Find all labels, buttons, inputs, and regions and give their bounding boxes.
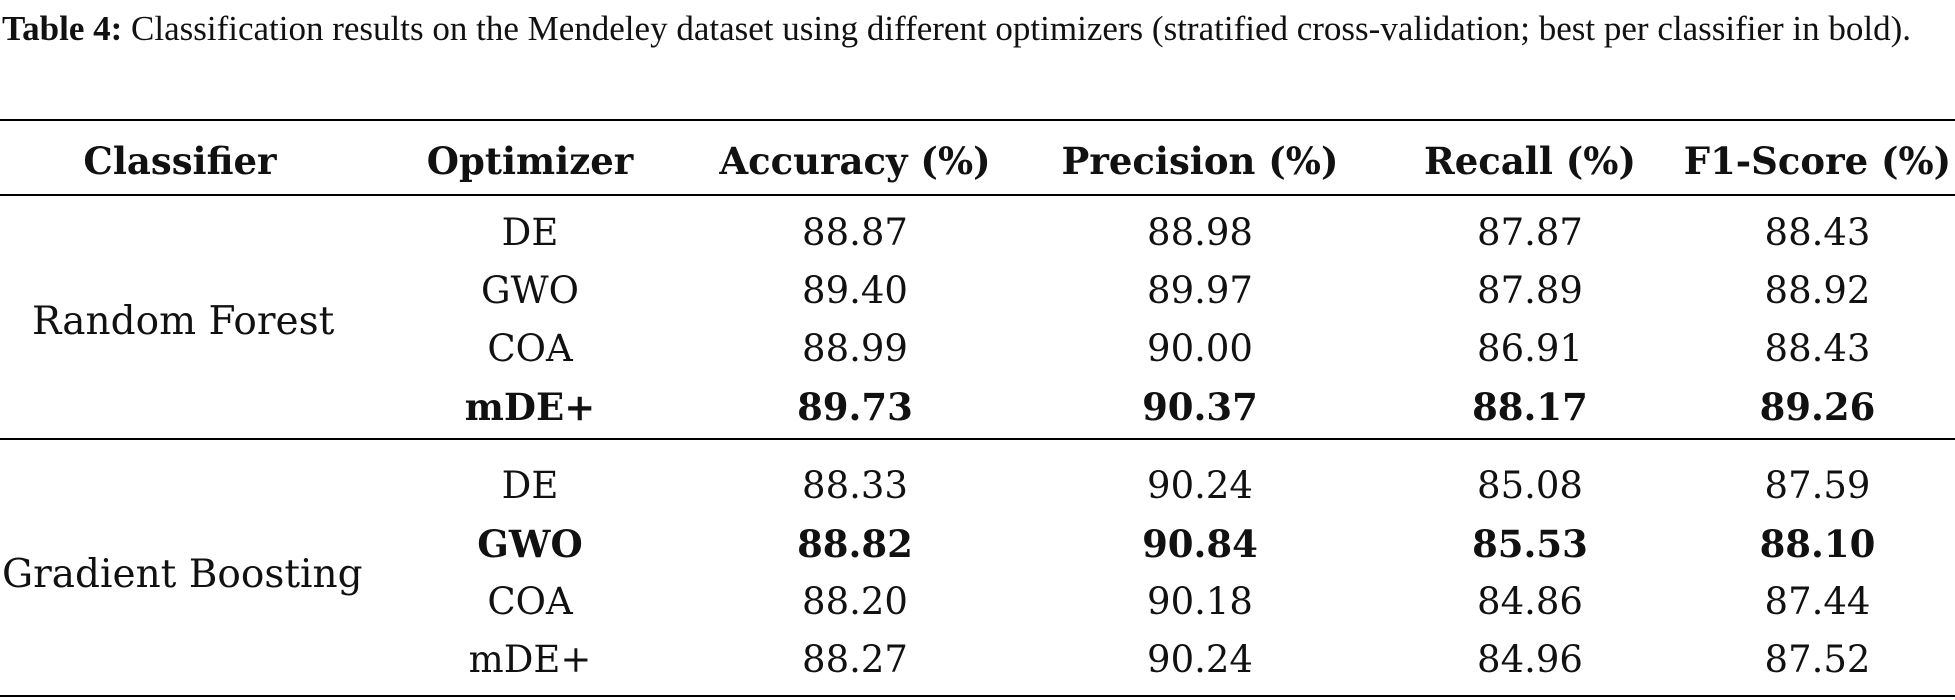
row-accuracy-best: 88.82 [797, 522, 913, 566]
header-recall: Recall (%) [1424, 139, 1636, 183]
row-optimizer: DE [501, 211, 559, 254]
row-accuracy: 88.87 [802, 211, 908, 254]
header-precision: Precision (%) [1061, 139, 1339, 183]
header-rule [0, 194, 1955, 196]
header-optimizer: Optimizer [426, 139, 634, 183]
row-f1: 88.92 [1764, 269, 1871, 312]
row-precision: 90.24 [1147, 464, 1253, 507]
row-precision-best: 90.37 [1142, 385, 1258, 429]
row-accuracy: 88.33 [802, 464, 908, 507]
row-optimizer: COA [487, 580, 573, 623]
group-label-gradient-boosting: Gradient Boosting [2, 552, 363, 597]
caption-label: Table 4: [2, 9, 123, 48]
header-f1: F1-Score (%) [1683, 139, 1952, 183]
row-precision: 88.98 [1147, 211, 1253, 254]
row-precision: 90.18 [1147, 580, 1253, 623]
header-classifier: Classifier [83, 139, 277, 183]
row-optimizer: COA [487, 327, 573, 370]
row-optimizer: GWO [481, 269, 579, 312]
row-precision-best: 90.84 [1142, 522, 1258, 566]
row-recall-best: 85.53 [1472, 522, 1588, 566]
row-recall: 84.86 [1477, 580, 1583, 623]
row-accuracy: 88.99 [802, 327, 908, 370]
row-optimizer: mDE+ [468, 638, 592, 681]
row-recall: 85.08 [1477, 464, 1583, 507]
bottom-rule [0, 695, 1955, 697]
row-accuracy: 88.20 [802, 580, 908, 623]
row-optimizer-best: GWO [477, 522, 583, 566]
caption-text: Classification results on the Mendeley d… [131, 9, 1912, 48]
row-f1: 88.43 [1764, 327, 1871, 370]
row-accuracy: 88.27 [802, 638, 908, 681]
row-f1: 88.43 [1764, 211, 1871, 254]
row-optimizer-best: mDE+ [464, 385, 596, 429]
row-recall-best: 88.17 [1472, 385, 1588, 429]
row-f1: 87.59 [1764, 464, 1871, 507]
row-precision: 89.97 [1147, 269, 1253, 312]
row-recall: 84.96 [1477, 638, 1583, 681]
row-precision: 90.00 [1147, 327, 1253, 370]
row-precision: 90.24 [1147, 638, 1253, 681]
row-recall: 87.87 [1477, 211, 1583, 254]
row-f1-best: 88.10 [1759, 522, 1876, 566]
header-accuracy: Accuracy (%) [719, 139, 991, 183]
row-recall: 87.89 [1477, 269, 1583, 312]
row-f1-best: 89.26 [1759, 385, 1876, 429]
row-f1: 87.52 [1764, 638, 1871, 681]
row-accuracy-best: 89.73 [797, 385, 913, 429]
row-optimizer: DE [501, 464, 559, 507]
group-label-random-forest: Random Forest [32, 299, 335, 344]
group-rule [0, 438, 1955, 440]
row-accuracy: 89.40 [802, 269, 908, 312]
table-caption: Table 4: Classification results on the M… [2, 6, 1947, 52]
row-recall: 86.91 [1477, 327, 1583, 370]
top-rule [0, 119, 1955, 121]
row-f1: 87.44 [1764, 580, 1871, 623]
